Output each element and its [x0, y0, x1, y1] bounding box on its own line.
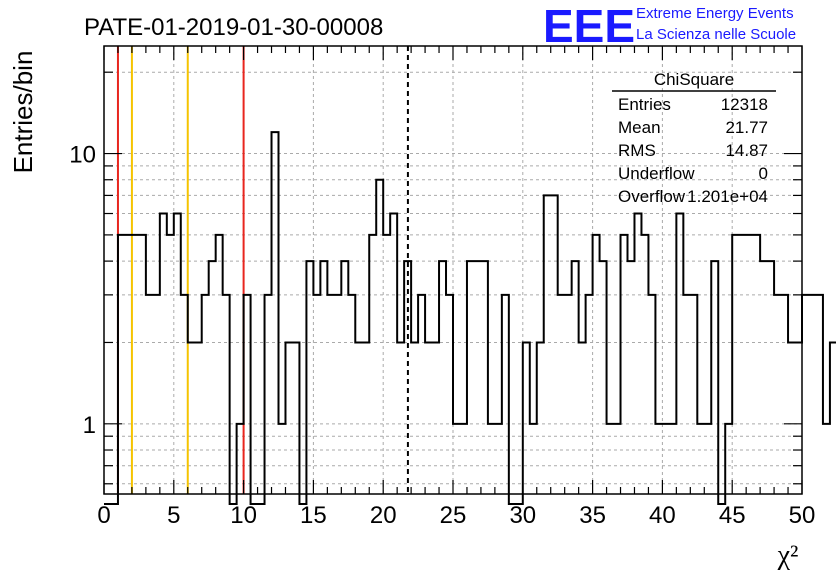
x-tick-label: 0	[97, 502, 110, 529]
org-name-line1: Extreme Energy Events	[636, 5, 794, 22]
x-tick-label: 25	[440, 502, 467, 529]
stats-value-mean: 21.77	[725, 118, 768, 137]
org-name-line2: La Scienza nelle Scuole	[636, 26, 796, 43]
histogram-outline	[104, 131, 836, 505]
eee-logo: EEE	[543, 0, 635, 52]
y-tick-label: 1	[83, 412, 96, 439]
x-tick-label: 5	[167, 502, 180, 529]
x-axis-label: χ²	[777, 540, 799, 571]
x-tick-label: 20	[370, 502, 397, 529]
stats-label-mean: Mean	[618, 118, 661, 137]
x-tick-label: 50	[789, 502, 816, 529]
stats-value-overflow: 1.201e+04	[687, 187, 768, 206]
stats-label-rms: RMS	[618, 141, 656, 160]
stats-value-underflow: 0	[759, 164, 768, 183]
stats-value-entries: 12318	[721, 95, 768, 114]
stats-value-rms: 14.87	[725, 141, 768, 160]
x-tick-label: 45	[719, 502, 746, 529]
x-tick-label: 15	[300, 502, 327, 529]
stats-label-entries: Entries	[618, 95, 671, 114]
chart-title: PATE-01-2019-01-30-00008	[84, 14, 383, 41]
stats-label-underflow: Underflow	[618, 164, 695, 183]
x-tick-label: 35	[579, 502, 606, 529]
x-tick-label: 40	[649, 502, 676, 529]
y-axis-label: Entries/bin	[8, 51, 38, 174]
x-tick-label: 10	[230, 502, 257, 529]
x-tick-label: 30	[509, 502, 536, 529]
stats-title: ChiSquare	[654, 70, 734, 89]
y-tick-label: 10	[69, 142, 96, 169]
stats-label-overflow: Overflow	[618, 187, 686, 206]
stats-box: ChiSquare Entries 12318 Mean 21.77 RMS 1…	[612, 70, 776, 206]
tick-labels: 0 5 10 15 20 25 30 35 40 45 50 1 10	[69, 142, 815, 529]
axis-ticks	[103, 46, 803, 494]
reference-lines	[116, 46, 409, 494]
